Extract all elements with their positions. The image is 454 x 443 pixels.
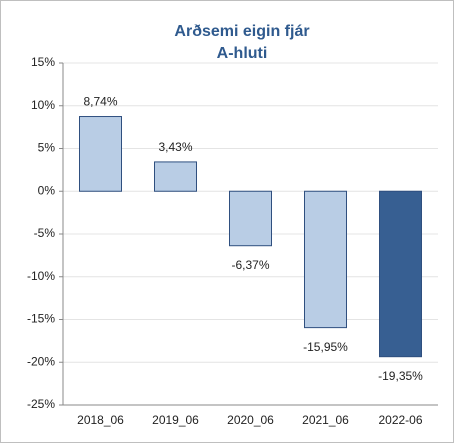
data-label: -19,35% [378, 369, 423, 383]
bar [304, 190, 347, 329]
y-tick-label: 0% [38, 183, 56, 197]
bar [229, 190, 272, 247]
data-label: -6,37% [231, 258, 269, 272]
data-label: 8,74% [83, 95, 117, 109]
bar [379, 190, 422, 358]
y-tick-label: -25% [27, 397, 55, 411]
y-tick-label: -5% [34, 226, 56, 240]
x-tick-label: 2021_06 [302, 413, 349, 427]
y-tick-label: 10% [31, 98, 55, 112]
x-tick-label: 2018_06 [77, 413, 124, 427]
bar [154, 161, 197, 192]
y-tick-label: 15% [31, 55, 55, 69]
data-label: -15,95% [303, 340, 348, 354]
x-tick-label: 2019_06 [152, 413, 199, 427]
chart-title: Arðsemi eigin fjár [174, 23, 309, 40]
bar [79, 116, 122, 192]
chart-title: A-hluti [217, 45, 268, 62]
y-tick-label: -15% [27, 312, 55, 326]
y-tick-label: -10% [27, 269, 55, 283]
x-tick-label: 2020_06 [227, 413, 274, 427]
data-label: 3,43% [158, 140, 192, 154]
x-tick-label: 2022-06 [378, 413, 422, 427]
y-tick-label: 5% [38, 141, 56, 155]
y-tick-label: -20% [27, 354, 55, 368]
